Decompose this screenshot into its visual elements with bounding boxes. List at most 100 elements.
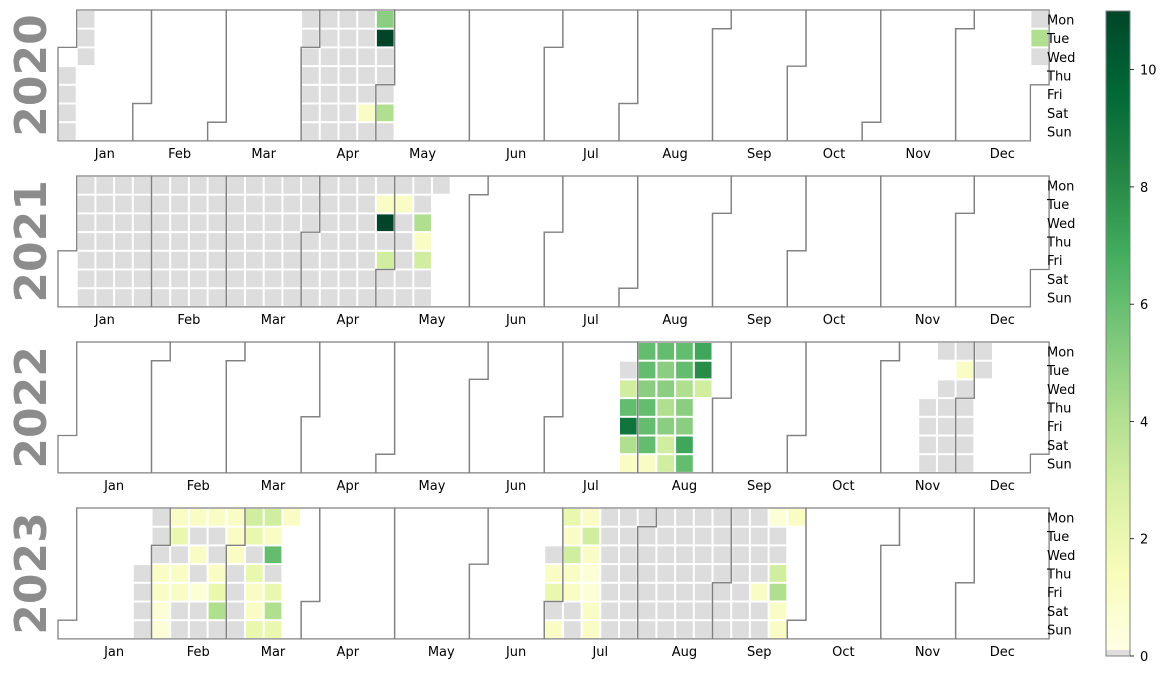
day-cell [358,11,375,28]
day-cell [676,361,693,379]
day-cell [657,436,675,454]
day-cell [376,270,394,288]
colorbar: 0 2 4 6 8 10 [1105,10,1157,665]
day-cell [320,67,338,84]
weekday-label: Sat [1047,107,1068,122]
weekday-label: Sun [1047,126,1072,141]
day-cell [414,289,431,306]
month-label: May [419,479,446,494]
day-cell [152,546,170,564]
day-cell [189,509,207,526]
month-label: Sep [747,645,772,660]
day-cell [171,289,188,306]
day-cell [77,48,95,66]
weekday-label: Thu [1046,69,1071,84]
day-cell [601,509,618,526]
day-cell [545,621,562,638]
weekday-label: Sat [1047,273,1068,288]
day-cell [657,343,675,360]
day-cell [694,621,712,638]
month-outline [880,175,975,308]
day-cell [563,527,581,545]
day-cell [750,621,768,638]
day-cell [302,123,319,140]
month-label: Jan [103,645,124,660]
day-cell [414,195,431,213]
day-cell [339,233,357,250]
day-cell [320,251,338,269]
day-cell [339,104,357,122]
day-cell [545,583,562,601]
day-cell [133,233,151,250]
day-cell [115,177,132,194]
day-cell [264,177,282,194]
colorbar-gradient [1106,11,1130,650]
day-cell [133,602,151,620]
month-label: Jul [591,645,608,660]
day-cell [246,602,263,620]
month-label: May [419,313,446,328]
day-cell [358,251,375,269]
day-cell [339,85,357,103]
day-cell [208,509,226,526]
day-cell [320,123,338,140]
month-outline [711,9,807,142]
day-cell [414,233,431,250]
day-cell [208,195,226,213]
month-label: Nov [915,479,941,494]
day-cell [264,509,282,526]
month-label: Mar [261,313,286,328]
day-cell [769,602,787,620]
day-cell [283,233,301,250]
day-cell [152,565,170,582]
year-label: 2021 [6,180,57,302]
month-label: Dec [990,313,1015,328]
day-cell [620,361,637,379]
day-cell [657,417,675,435]
day-cell [246,270,263,288]
day-cell [376,11,394,28]
month-outline [543,9,639,142]
day-cell [414,270,431,288]
day-cell [320,214,338,232]
month-outline [711,341,807,474]
day-cell [246,621,263,638]
month-label: Feb [168,147,191,162]
day-cell [227,583,244,601]
day-cell [358,270,375,288]
day-cell [302,195,319,213]
day-cell [919,417,936,435]
day-cell [638,361,656,379]
day-cell [956,436,974,454]
day-cell [563,546,581,564]
day-cell [115,233,132,250]
day-cell [956,417,974,435]
day-cell [919,399,936,416]
month-outline [300,341,396,474]
year-label: 2020 [6,14,57,136]
day-cell [339,214,357,232]
month-outlines-2021 [57,175,1050,308]
day-cell [676,602,693,620]
weekday-label: Sun [1047,624,1072,639]
day-cell [152,527,170,545]
day-cell [302,85,319,103]
day-cell [320,233,338,250]
day-cell [620,621,637,638]
month-outline [150,341,246,474]
day-cell [283,270,301,288]
day-cell [152,177,170,194]
day-cells-2023 [133,509,805,638]
day-cell [620,399,637,416]
day-cell [339,11,357,28]
day-cell [227,621,244,638]
day-cell [732,583,749,601]
day-cell [171,195,188,213]
day-cell [77,270,95,288]
weekday-label: Fri [1047,254,1063,269]
day-cell [283,251,301,269]
day-cell [227,251,244,269]
day-cell [358,48,375,66]
month-label: Sep [747,147,772,162]
month-outline [954,9,1050,142]
